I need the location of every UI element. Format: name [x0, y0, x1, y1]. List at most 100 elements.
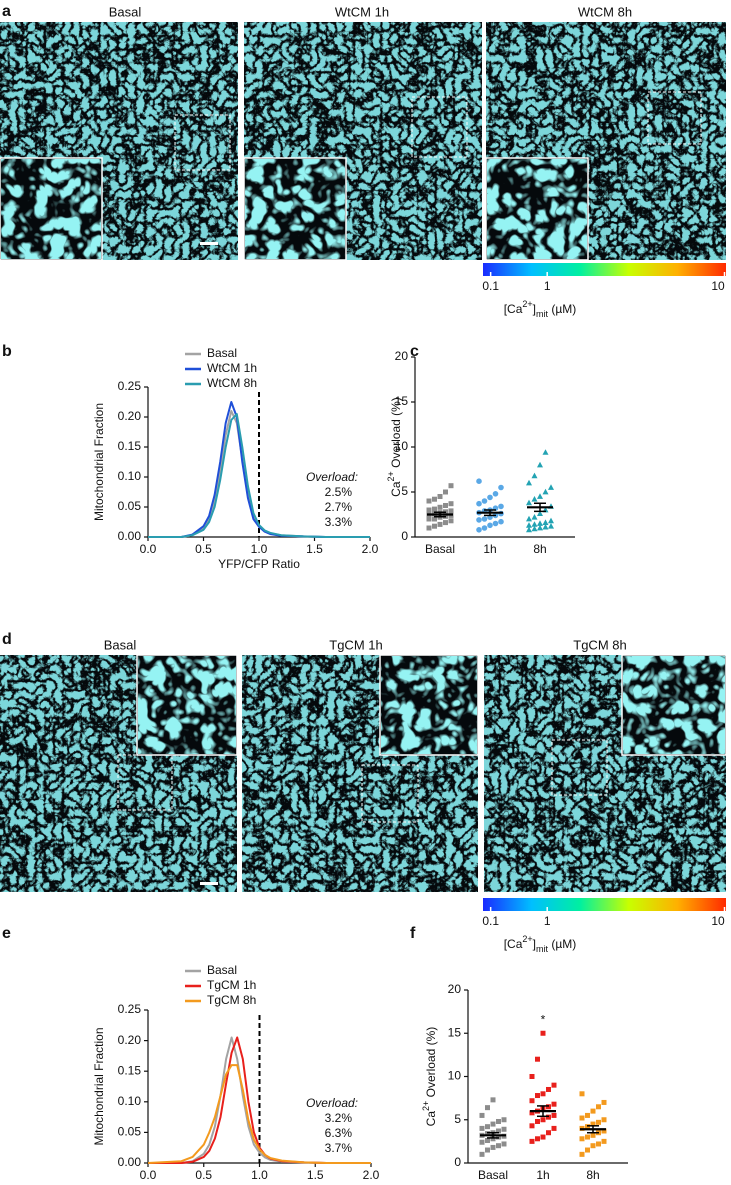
data-point	[485, 1147, 490, 1153]
data-point	[529, 1098, 535, 1104]
data-point	[481, 516, 488, 522]
colorbar	[483, 898, 726, 911]
data-point	[490, 1144, 496, 1150]
data-point	[540, 1134, 546, 1140]
data-point	[426, 507, 432, 513]
y-tick-label: 5	[454, 1112, 461, 1126]
data-point	[548, 517, 554, 524]
data-point	[531, 472, 538, 479]
data-point	[426, 516, 432, 522]
data-point	[529, 1123, 535, 1129]
legend-label: Basal	[207, 346, 237, 360]
data-point	[490, 1136, 496, 1142]
legend-label: TgCM 1h	[207, 978, 256, 992]
data-point	[492, 520, 499, 527]
x-tick-label: 8h	[533, 542, 546, 556]
overload-label: 3.3%	[325, 515, 353, 529]
colorbar-tick-label: 0.1	[482, 279, 499, 293]
data-point	[579, 1091, 585, 1097]
inset-texture	[1, 159, 101, 259]
data-point	[448, 518, 454, 524]
y-tick-label: 0.20	[118, 1033, 142, 1047]
data-point	[540, 1091, 546, 1097]
data-point	[585, 1134, 590, 1140]
colorbar-label-part: ]	[533, 302, 536, 316]
data-point	[601, 1117, 607, 1123]
x-tick-label: 1h	[483, 542, 496, 556]
y-axis-label-part: Overload (%)	[389, 397, 403, 471]
data-point	[476, 527, 482, 533]
data-point	[448, 508, 454, 514]
data-point	[426, 498, 432, 504]
x-tick-label: 1.0	[251, 542, 268, 556]
data-point	[501, 1117, 507, 1123]
x-tick-label: 0.5	[195, 542, 212, 556]
data-point	[487, 494, 493, 501]
data-point	[531, 496, 538, 502]
zoom-box	[117, 754, 173, 811]
panel-label: b	[2, 343, 12, 360]
zoom-box	[174, 114, 231, 171]
data-point	[535, 1118, 540, 1124]
data-point	[492, 491, 499, 497]
colorbar-tick-label: 10	[711, 279, 725, 293]
data-point	[487, 522, 493, 529]
y-tick-label: 0.05	[118, 499, 142, 513]
data-point	[498, 518, 504, 525]
data-point	[432, 506, 437, 512]
data-point	[437, 504, 443, 510]
y-tick-label: 0.25	[118, 379, 142, 393]
data-point	[601, 1138, 607, 1144]
x-tick-label: 1.5	[306, 542, 323, 556]
data-point	[537, 520, 543, 526]
colorbar-label: [Ca2+]mit (µM)	[504, 299, 577, 319]
y-axis-label: Ca2+ Overload (%)	[421, 1027, 438, 1127]
data-point	[531, 521, 538, 527]
data-point	[501, 1141, 507, 1147]
data-point	[476, 517, 482, 523]
data-point	[479, 1125, 485, 1131]
data-point	[535, 1056, 540, 1062]
data-point	[426, 525, 432, 531]
colorbar-label-part: ]	[533, 937, 536, 951]
inset-texture	[381, 656, 477, 754]
colorbar-tick-label: 0.1	[482, 914, 499, 928]
data-point	[529, 1074, 535, 1079]
colorbar-label-part: (µM)	[548, 937, 576, 951]
data-point	[479, 1151, 485, 1157]
legend-label: TgCM 8h	[207, 993, 256, 1007]
data-point	[498, 484, 504, 491]
y-tick-label: 0	[401, 529, 408, 543]
image-title: Basal	[104, 637, 137, 652]
x-tick-label: 8h	[586, 1168, 599, 1182]
image-title: WtCM 8h	[578, 4, 632, 19]
x-tick-label: 2.0	[363, 1168, 380, 1182]
colorbar-label: [Ca2+]mit (µM)	[504, 934, 577, 954]
legend-label: WtCM 1h	[207, 361, 257, 375]
data-point	[579, 1115, 585, 1121]
data-point	[585, 1124, 590, 1130]
y-tick-label: 0.25	[118, 1002, 142, 1016]
y-tick-label: 20	[395, 349, 409, 363]
data-point	[432, 523, 437, 529]
data-point	[537, 493, 543, 499]
data-point	[501, 1126, 507, 1132]
data-point	[432, 516, 437, 522]
colorbar	[483, 263, 726, 276]
zoom-box	[551, 739, 608, 796]
x-tick-label: Basal	[478, 1168, 508, 1182]
x-tick-label: 2.0	[362, 542, 379, 556]
image-title: Basal	[109, 4, 142, 19]
data-point	[476, 478, 482, 485]
data-point	[526, 499, 532, 506]
colorbar-label-part: (µM)	[548, 302, 576, 316]
data-point	[546, 1086, 551, 1092]
panel-label: d	[2, 631, 12, 648]
data-point	[529, 1138, 535, 1144]
data-point	[448, 501, 454, 507]
data-point	[496, 1118, 501, 1124]
data-point	[596, 1104, 601, 1110]
data-point	[537, 510, 543, 516]
overload-label: 3.2%	[325, 1111, 353, 1125]
scale-bar	[200, 242, 218, 245]
